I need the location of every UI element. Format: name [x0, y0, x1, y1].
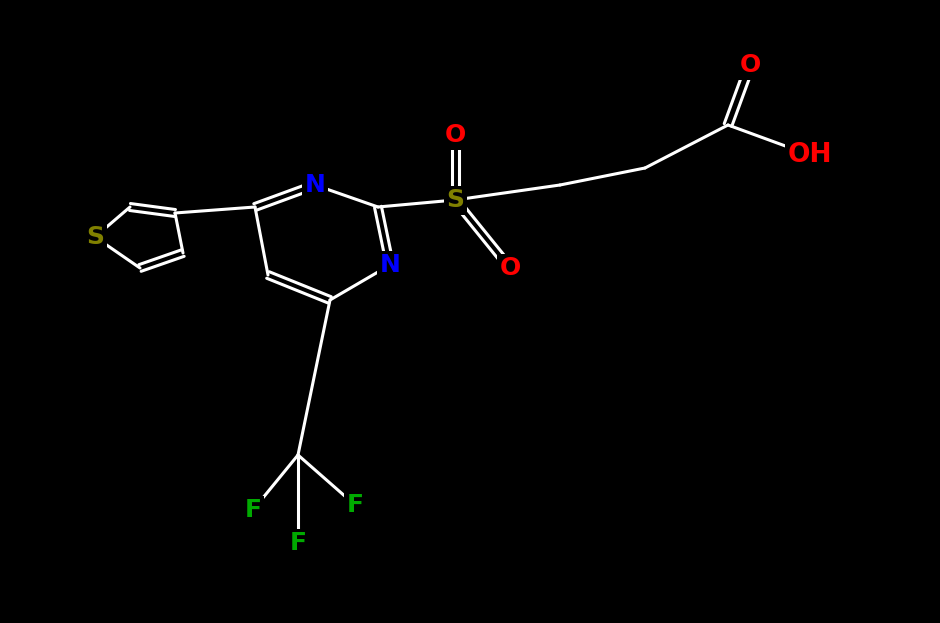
Text: N: N	[380, 253, 400, 277]
Text: F: F	[290, 531, 306, 555]
Text: O: O	[740, 53, 760, 77]
Text: OH: OH	[788, 142, 832, 168]
Text: F: F	[244, 498, 261, 522]
Text: N: N	[305, 173, 325, 197]
Text: O: O	[445, 123, 465, 147]
Text: F: F	[347, 493, 364, 517]
Text: S: S	[86, 225, 104, 249]
Text: O: O	[499, 256, 521, 280]
Text: S: S	[446, 188, 464, 212]
